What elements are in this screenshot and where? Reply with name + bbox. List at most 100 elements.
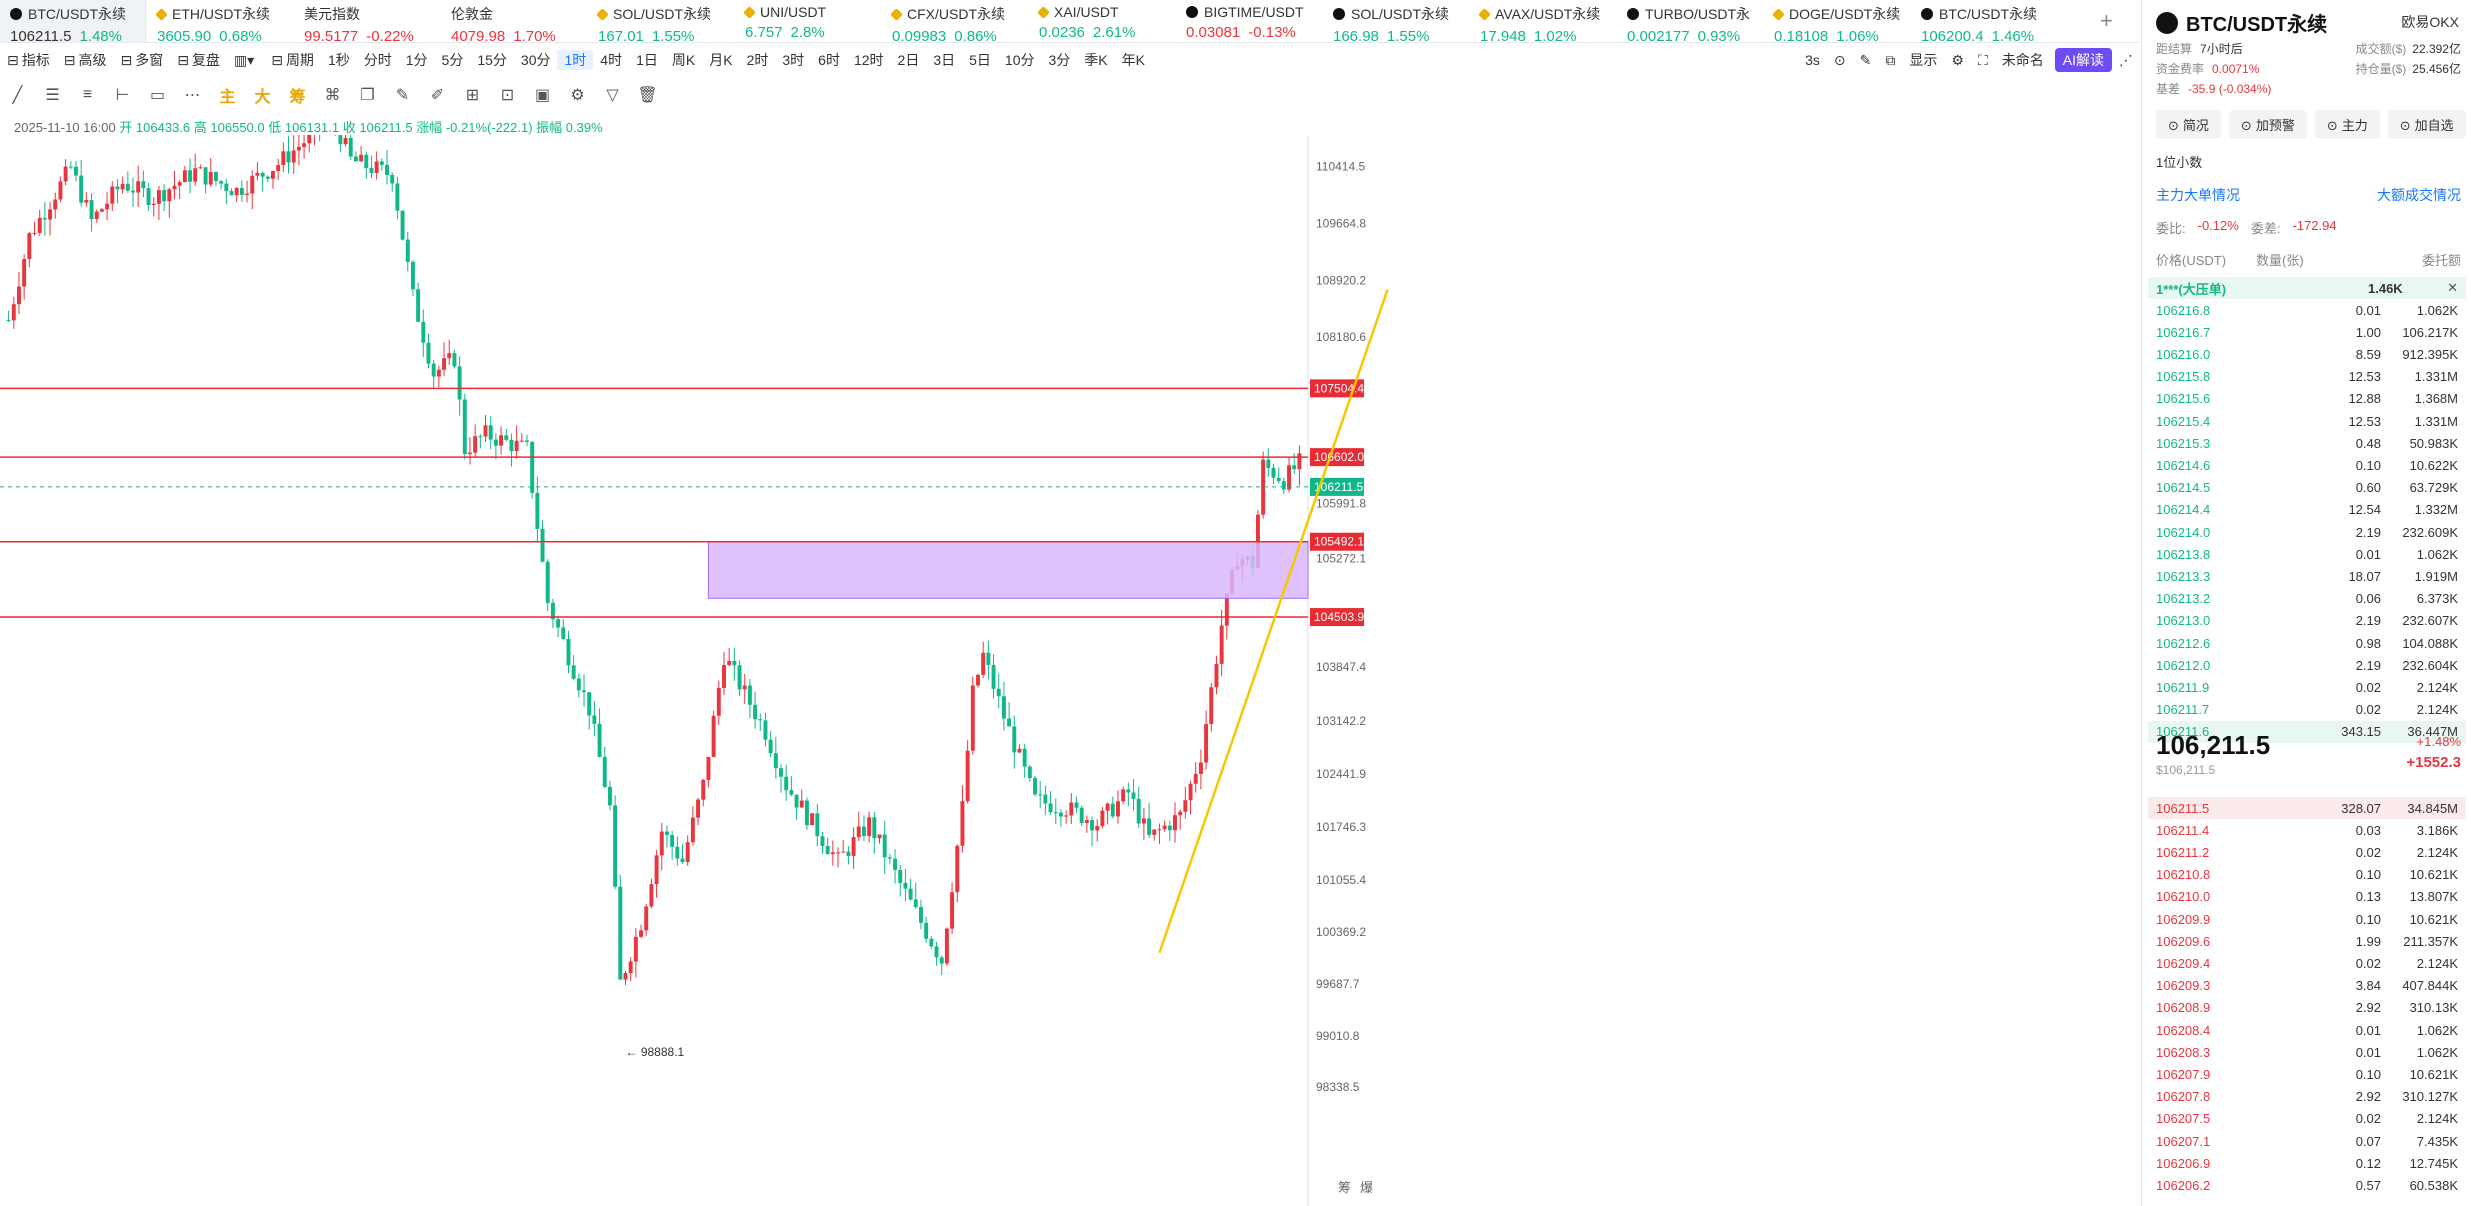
orderbook-row[interactable]: 106213.8 0.01 1.062K	[2148, 543, 2466, 565]
big-order-toggle[interactable]: 大	[254, 89, 271, 106]
ticker-tab[interactable]: DOGE/USDT永续 0.18108 1.06%	[1764, 0, 1911, 45]
indicator-button[interactable]: ⊟ 指标	[0, 50, 57, 70]
fullscreen-icon[interactable]: ⛶	[1977, 51, 1988, 68]
orderbook-row[interactable]: 106214.4 12.54 1.332M	[2148, 499, 2466, 521]
panel-button-2[interactable]: ⊙ 主力	[2314, 110, 2380, 139]
ticker-tab[interactable]: ETH/USDT永续 3605.90 0.68%	[147, 0, 294, 45]
ai-button[interactable]: AI解读	[2054, 48, 2112, 72]
orderbook-row[interactable]: 106211.4 0.03 3.186K	[2148, 819, 2466, 841]
period-button[interactable]: ⊟ 周期	[264, 50, 321, 70]
orderbook-row[interactable]: 106216.7 1.00 106.217K	[2148, 321, 2466, 343]
panel-button-0[interactable]: ⊙ 简况	[2156, 110, 2221, 139]
period-2[interactable]: 1分	[405, 52, 428, 68]
ticker-tab[interactable]: 美元指数 99.5177 -0.22%	[294, 0, 441, 45]
orderbook-row[interactable]: 106215.3 0.48 50.983K	[2148, 432, 2466, 454]
orderbook-row[interactable]: 106215.8 12.53 1.331M	[2148, 366, 2466, 388]
orderbook-row[interactable]: 106211.6 343.15 36.447M	[2148, 720, 2466, 743]
orderbook-row[interactable]: 106208.3 0.01 1.062K	[2148, 1041, 2466, 1063]
period-19[interactable]: 3分	[1048, 52, 1071, 68]
ticker-tab[interactable]: CFX/USDT永续 0.09983 0.86%	[882, 0, 1029, 45]
period-16[interactable]: 3日	[933, 52, 956, 68]
display-button[interactable]: 显示	[1909, 52, 1938, 68]
ticker-tab[interactable]: AVAX/USDT永续 17.948 1.02%	[1470, 0, 1617, 45]
orderbook-row[interactable]: 106209.3 3.84 407.844K	[2148, 975, 2466, 997]
ticker-tab[interactable]: TURBO/USDT永 0.002177 0.93%	[1617, 0, 1764, 45]
multi-window-button[interactable]: ⊟ 多窗	[113, 50, 170, 70]
orderbook-row[interactable]: 106214.0 2.19 232.609K	[2148, 521, 2466, 543]
chart-type-button[interactable]: ▥▾	[227, 52, 264, 69]
orderbook-row[interactable]: 106216.0 8.59 912.395K	[2148, 343, 2466, 365]
orderbook-row[interactable]: 106209.9 0.10 10.621K	[2148, 908, 2466, 930]
parallel-tool-icon[interactable]: ≡	[82, 86, 93, 103]
period-7[interactable]: 4时	[600, 52, 623, 68]
orderbook-row[interactable]: 106207.1 0.07 7.435K	[2148, 1130, 2466, 1152]
orderbook-row[interactable]: 106213.3 18.07 1.919M	[2148, 565, 2466, 587]
trash-icon[interactable]: 🗑	[637, 87, 658, 104]
period-21[interactable]: 年K	[1121, 52, 1145, 68]
orderbook-row[interactable]: 106215.4 12.53 1.331M	[2148, 410, 2466, 432]
edit-icon[interactable]: ✎	[1859, 51, 1872, 68]
liquidation-axis-toggle[interactable]: 爆	[1360, 1180, 1373, 1195]
period-17[interactable]: 5日	[969, 52, 991, 68]
period-6[interactable]: 1时	[557, 50, 594, 70]
lock-icon[interactable]: ⊡	[500, 87, 515, 104]
orderbook-row[interactable]: 106213.0 2.19 232.607K	[2148, 610, 2466, 632]
chips-toggle[interactable]: 筹	[289, 89, 306, 106]
hray-tool-icon[interactable]: ⊢	[115, 87, 130, 104]
line-tool-icon[interactable]: ╱	[12, 87, 23, 104]
ticker-tab[interactable]: 伦敦金 4079.98 1.70%	[441, 0, 588, 45]
orderbook-row[interactable]: 106210.8 0.10 10.621K	[2148, 864, 2466, 886]
copy-icon[interactable]: ❐	[360, 87, 375, 104]
panel-button-3[interactable]: ⊙ 加自选	[2387, 110, 2466, 139]
advanced-button[interactable]: ⊟ 高级	[57, 50, 114, 70]
period-11[interactable]: 2时	[746, 52, 769, 68]
period-12[interactable]: 3时	[782, 52, 805, 68]
orderbook-row[interactable]: 106211.7 0.02 2.124K	[2148, 699, 2466, 721]
period-14[interactable]: 12时	[853, 52, 884, 68]
main-force-link[interactable]: 主力大单情况	[2156, 187, 2240, 203]
period-18[interactable]: 10分	[1004, 52, 1035, 68]
support-zone[interactable]	[707, 541, 1309, 599]
settings-icon[interactable]: ⚙	[570, 87, 585, 104]
precision-select[interactable]: 1位小数	[2156, 155, 2203, 170]
ticker-tab[interactable]: SOL/USDT永续 166.98 1.55%	[1323, 0, 1470, 45]
window-icon[interactable]: ⧉	[1885, 51, 1896, 68]
orderbook-row[interactable]: 106211.9 0.02 2.124K	[2148, 676, 2466, 698]
period-3[interactable]: 5分	[441, 52, 464, 68]
period-5[interactable]: 30分	[520, 52, 551, 68]
orderbook-row[interactable]: 106208.9 2.92 310.13K	[2148, 997, 2466, 1019]
period-10[interactable]: 月K	[709, 52, 733, 68]
ruler-icon[interactable]: ✎	[395, 87, 410, 104]
period-20[interactable]: 季K	[1084, 52, 1108, 68]
orderbook-row[interactable]: 106211.5 328.07 34.845M	[2148, 797, 2466, 819]
replay-button[interactable]: ⊟ 复盘	[170, 50, 227, 70]
orderbook-row[interactable]: 106206.2 0.57 60.538K	[2148, 1174, 2466, 1196]
period-15[interactable]: 2日	[897, 52, 920, 68]
main-force-toggle[interactable]: 主	[219, 89, 236, 106]
orderbook-row[interactable]: 106212.0 2.19 232.604K	[2148, 654, 2466, 676]
orderbook-row[interactable]: 106214.6 0.10 10.622K	[2148, 454, 2466, 476]
chips-axis-toggle[interactable]: 筹	[1338, 1180, 1351, 1195]
rect-tool-icon[interactable]: ▭	[149, 87, 166, 104]
more-tool-icon[interactable]: ⋯	[184, 87, 201, 104]
orderbook-row[interactable]: 106207.8 2.92 310.127K	[2148, 1086, 2466, 1108]
orderbook-row[interactable]: 106214.5 0.60 63.729K	[2148, 477, 2466, 499]
add-tab-icon[interactable]: +	[2100, 8, 2113, 33]
period-4[interactable]: 15分	[477, 52, 507, 68]
orderbook-row[interactable]: 106206.9 0.12 12.745K	[2148, 1152, 2466, 1174]
orderbook-row[interactable]: 106213.2 0.06 6.373K	[2148, 588, 2466, 610]
measure-icon[interactable]: ⊞	[465, 87, 480, 104]
period-8[interactable]: 1日	[636, 52, 658, 68]
orderbook-row[interactable]: 106209.6 1.99 211.357K	[2148, 930, 2466, 952]
orderbook-row[interactable]: 106215.6 12.88 1.368M	[2148, 388, 2466, 410]
refresh-interval[interactable]: 3s	[1805, 52, 1820, 68]
exchange-select[interactable]: 欧易OKX	[2401, 14, 2459, 30]
hlines-tool-icon[interactable]: ☰	[45, 87, 60, 104]
camera-icon[interactable]: ⊙	[1833, 51, 1846, 68]
orderbook-row[interactable]: 106210.0 0.13 13.807K	[2148, 886, 2466, 908]
filter-icon[interactable]: ▽	[606, 87, 619, 104]
ticker-tab[interactable]: UNI/USDT 6.757 2.8%	[735, 0, 882, 42]
orderbook-row[interactable]: 106211.2 0.02 2.124K	[2148, 841, 2466, 863]
ticker-tab[interactable]: SOL/USDT永续 167.01 1.55%	[588, 0, 735, 45]
image-icon[interactable]: ▣	[534, 87, 551, 104]
